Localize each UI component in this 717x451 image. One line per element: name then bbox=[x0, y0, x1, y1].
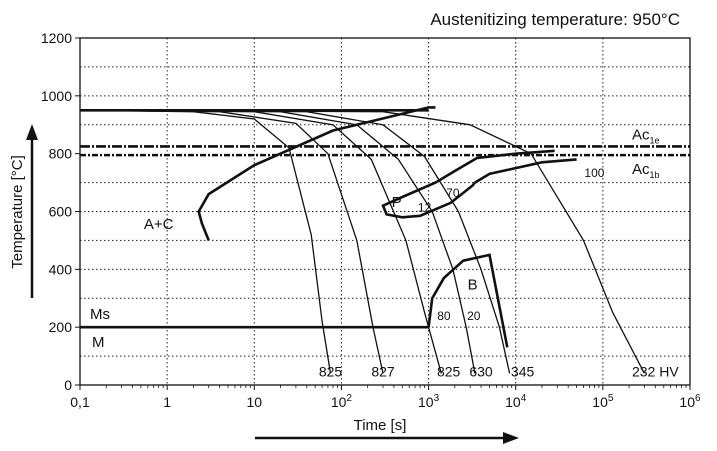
x-tick-label: 106 bbox=[679, 393, 701, 410]
cooling-curve bbox=[79, 109, 384, 374]
x-tick-label: 102 bbox=[331, 393, 353, 410]
axes: 0,1 1 10 102 103 104 105 106 0 200 400 600 800 1000 12… bbox=[26, 30, 701, 444]
y-tick-label: 800 bbox=[49, 146, 73, 162]
pearlite-end-boundary bbox=[474, 158, 577, 184]
bainite-boundary bbox=[427, 253, 509, 348]
y-axis-arrow-head bbox=[26, 124, 38, 140]
percentage-label: 80 bbox=[437, 309, 451, 323]
cooling-curves bbox=[79, 109, 645, 374]
region-label: A+C bbox=[144, 216, 174, 233]
percentage-label: 12 bbox=[418, 201, 432, 215]
x-tick-label: 0,1 bbox=[70, 394, 90, 410]
hardness-label: 232 HV bbox=[632, 363, 679, 379]
hardness-label: 825 bbox=[319, 363, 343, 379]
percentage-label: 70 bbox=[446, 186, 460, 200]
m-label: M bbox=[92, 334, 105, 351]
ac-label: Ac1b bbox=[632, 161, 660, 180]
cooling-curve bbox=[79, 109, 332, 374]
pearlite-start-boundary bbox=[381, 149, 555, 219]
y-tick-label: 400 bbox=[49, 261, 73, 277]
y-axis-label: Temperature [°C] bbox=[9, 155, 26, 269]
y-tick-label: 1200 bbox=[41, 30, 72, 46]
hardness-label: 630 bbox=[469, 363, 493, 379]
hardness-label: 825 bbox=[437, 363, 461, 379]
region-label: P bbox=[392, 194, 402, 211]
region-label: B bbox=[468, 277, 478, 294]
chart-title: Austenitizing temperature: 950°C bbox=[430, 10, 680, 29]
percentage-label: 100 bbox=[584, 166, 604, 180]
x-tick-label: 105 bbox=[592, 393, 614, 410]
x-axis-label: Time [s] bbox=[354, 417, 407, 434]
hardness-label: 345 bbox=[511, 363, 535, 379]
x-tick-label: 103 bbox=[418, 393, 440, 410]
x-axis-arrow-head bbox=[503, 432, 519, 444]
cooling-curve bbox=[79, 109, 511, 374]
cooling-curve bbox=[79, 109, 645, 374]
carbide-boundary bbox=[197, 106, 436, 241]
ac-label: Ac1e bbox=[632, 126, 660, 145]
percentage-label: 20 bbox=[467, 309, 481, 323]
x-tick-label: 1 bbox=[163, 394, 171, 410]
y-tick-label: 1000 bbox=[41, 88, 72, 104]
y-tick-label: 600 bbox=[49, 204, 73, 220]
transformation-boundaries bbox=[80, 106, 690, 348]
x-tick-label: 10 bbox=[246, 394, 262, 410]
annotations: Ac1e Ac1b Ms M 825 827 825 630 345 232 HV 12 70 80 20… bbox=[90, 126, 679, 379]
y-tick-label: 200 bbox=[49, 319, 73, 335]
ms-label: Ms bbox=[90, 306, 110, 323]
cooling-curve bbox=[79, 109, 476, 374]
x-tick-label: 104 bbox=[505, 393, 527, 410]
hardness-label: 827 bbox=[371, 363, 395, 379]
y-tick-label: 0 bbox=[64, 377, 72, 393]
